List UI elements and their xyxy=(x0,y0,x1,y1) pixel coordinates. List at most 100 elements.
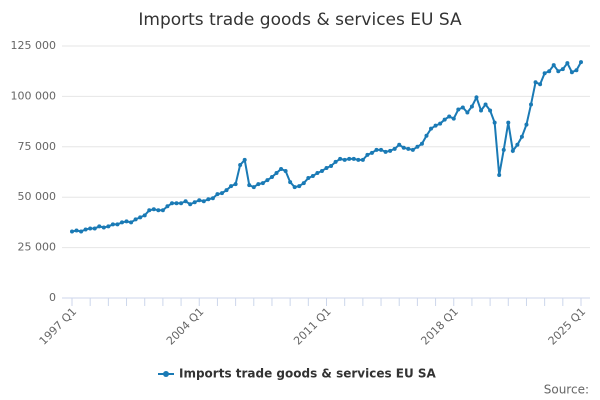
data-point xyxy=(233,182,238,187)
legend-label: Imports trade goods & services EU SA xyxy=(179,367,437,381)
data-point xyxy=(265,178,270,183)
data-point xyxy=(242,157,247,162)
data-point xyxy=(506,120,511,125)
data-point xyxy=(538,82,543,87)
data-point xyxy=(392,146,397,151)
data-point xyxy=(492,120,497,125)
data-point xyxy=(310,174,315,179)
source: Source: xyxy=(544,383,589,397)
data-point xyxy=(142,213,147,218)
data-point xyxy=(438,121,443,126)
data-point xyxy=(379,147,384,152)
y-tick-label: 75 000 xyxy=(18,140,57,153)
data-point xyxy=(197,198,202,203)
data-point xyxy=(124,219,129,224)
data-point xyxy=(279,166,284,171)
data-point xyxy=(447,114,452,119)
data-point xyxy=(383,149,388,154)
y-tick-label: 125 000 xyxy=(11,39,57,52)
x-tick-label: 2004 Q1 xyxy=(164,305,207,348)
data-point xyxy=(433,123,438,128)
data-point xyxy=(479,108,484,113)
data-point xyxy=(415,144,420,149)
data-point xyxy=(374,147,379,152)
data-point xyxy=(347,156,352,161)
data-point xyxy=(524,122,529,127)
data-point xyxy=(260,181,265,186)
data-point xyxy=(301,181,306,186)
data-point xyxy=(79,229,84,234)
data-point xyxy=(315,171,320,176)
data-point xyxy=(206,197,211,202)
data-point xyxy=(219,191,224,196)
data-point xyxy=(365,152,370,157)
data-point xyxy=(542,71,547,76)
data-point xyxy=(338,156,343,161)
data-point xyxy=(156,208,161,213)
data-point xyxy=(401,145,406,150)
data-point xyxy=(269,175,274,180)
data-point xyxy=(210,196,215,201)
y-tick-label: 25 000 xyxy=(18,241,57,254)
data-point xyxy=(510,148,515,153)
data-point xyxy=(283,168,288,173)
data-point xyxy=(292,185,297,190)
x-tick-label: 2018 Q1 xyxy=(418,305,461,348)
data-point xyxy=(533,80,538,85)
data-point xyxy=(188,202,193,207)
data-point xyxy=(138,215,143,220)
x-tick-label: 2011 Q1 xyxy=(291,305,334,348)
data-point xyxy=(251,185,256,190)
data-point xyxy=(488,108,493,113)
data-point xyxy=(456,107,461,112)
data-point xyxy=(288,180,293,185)
data-point xyxy=(451,116,456,121)
data-point xyxy=(329,163,334,168)
data-point xyxy=(388,148,393,153)
data-point xyxy=(319,168,324,173)
data-point xyxy=(474,95,479,100)
data-point xyxy=(274,171,279,176)
data-point xyxy=(306,176,311,181)
x-tick-label: 1997 Q1 xyxy=(37,305,80,348)
data-point xyxy=(410,147,415,152)
data-point xyxy=(547,69,552,74)
data-point xyxy=(119,220,124,225)
data-point xyxy=(342,157,347,162)
data-point xyxy=(151,207,156,212)
data-point xyxy=(224,188,229,193)
data-point xyxy=(397,142,402,147)
chart-title: Imports trade goods & services EU SA xyxy=(138,10,462,30)
data-point xyxy=(529,102,534,107)
data-point xyxy=(501,147,506,152)
data-point xyxy=(369,150,374,155)
data-point xyxy=(174,201,179,206)
data-point xyxy=(424,133,429,138)
data-point xyxy=(101,225,106,230)
data-point xyxy=(465,110,470,115)
data-point xyxy=(442,117,447,122)
data-point xyxy=(160,208,165,213)
data-point xyxy=(574,68,579,73)
data-point xyxy=(215,192,220,197)
y-tick-label: 50 000 xyxy=(18,190,57,203)
data-point xyxy=(556,69,561,74)
legend-marker xyxy=(163,371,169,377)
data-point xyxy=(247,183,252,188)
data-point xyxy=(297,184,302,189)
data-point xyxy=(419,141,424,146)
data-point xyxy=(560,67,565,72)
data-point xyxy=(238,162,243,167)
data-point xyxy=(579,60,583,65)
data-point xyxy=(333,159,338,164)
data-point xyxy=(115,222,120,227)
data-point xyxy=(229,184,234,189)
data-point xyxy=(551,63,556,68)
data-point xyxy=(569,70,574,75)
data-point xyxy=(165,204,170,209)
data-point xyxy=(497,173,502,178)
data-point xyxy=(129,220,134,225)
data-point xyxy=(83,227,88,232)
data-point xyxy=(74,228,79,233)
data-point xyxy=(565,61,570,66)
